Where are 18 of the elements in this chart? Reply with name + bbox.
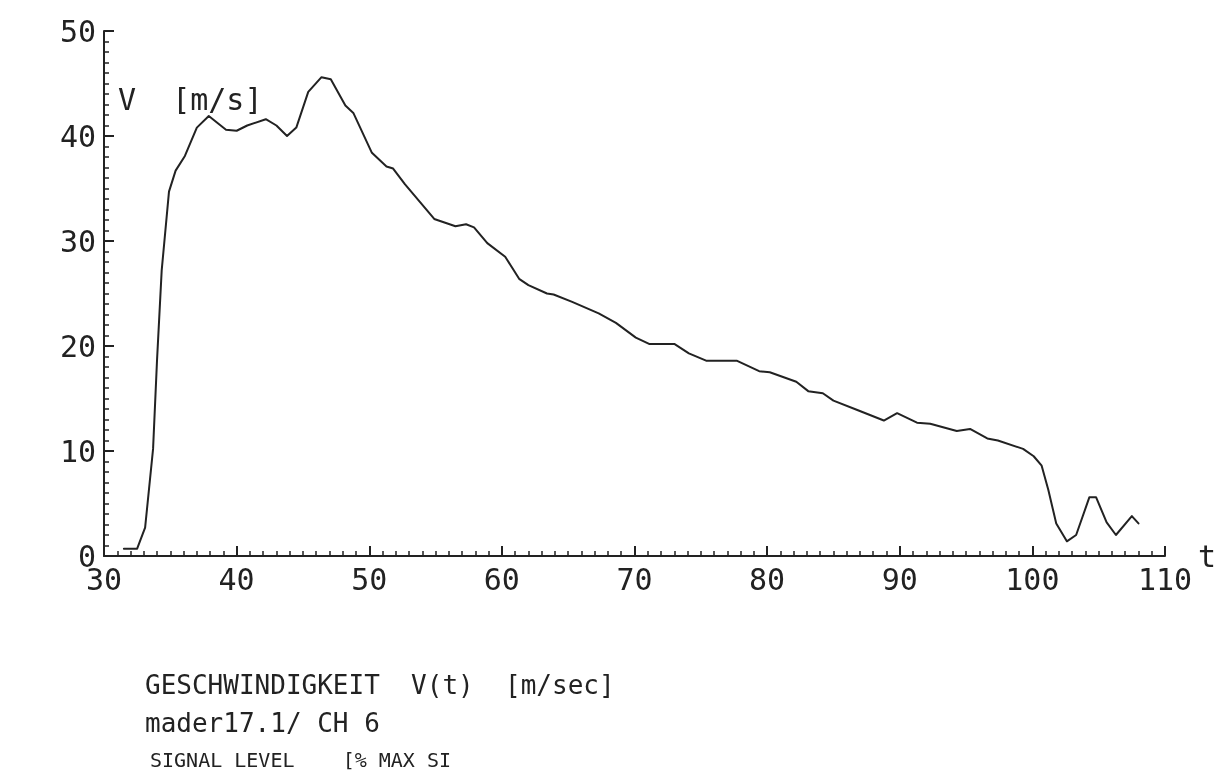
y-tick-label: 40 [59, 118, 96, 154]
y-tick-label: 50 [59, 13, 96, 49]
x-tick-label: 50 [351, 561, 388, 597]
x-tick-label: 90 [881, 561, 918, 597]
x-axis-title: t [1197, 538, 1217, 574]
x-tick-label: 110 [1137, 561, 1193, 597]
y-tick-label: 10 [59, 433, 96, 469]
x-tick-label: 70 [616, 561, 653, 597]
x-tick-label: 40 [218, 561, 255, 597]
text: GESCHWINDIGKEIT V(t) [m/sec] [145, 670, 615, 700]
y-axis-title: V [m/s] [118, 81, 263, 117]
y-tick-label: 20 [59, 328, 96, 364]
y-tick-label: 30 [59, 223, 96, 259]
x-tick-label: 100 [1005, 561, 1060, 597]
x-tick-label: 80 [749, 561, 786, 597]
x-tick-label: 60 [483, 561, 520, 597]
text: mader17.1/ CH 6 [145, 708, 380, 738]
text: SIGNAL LEVEL [% MAX SI [150, 748, 452, 772]
